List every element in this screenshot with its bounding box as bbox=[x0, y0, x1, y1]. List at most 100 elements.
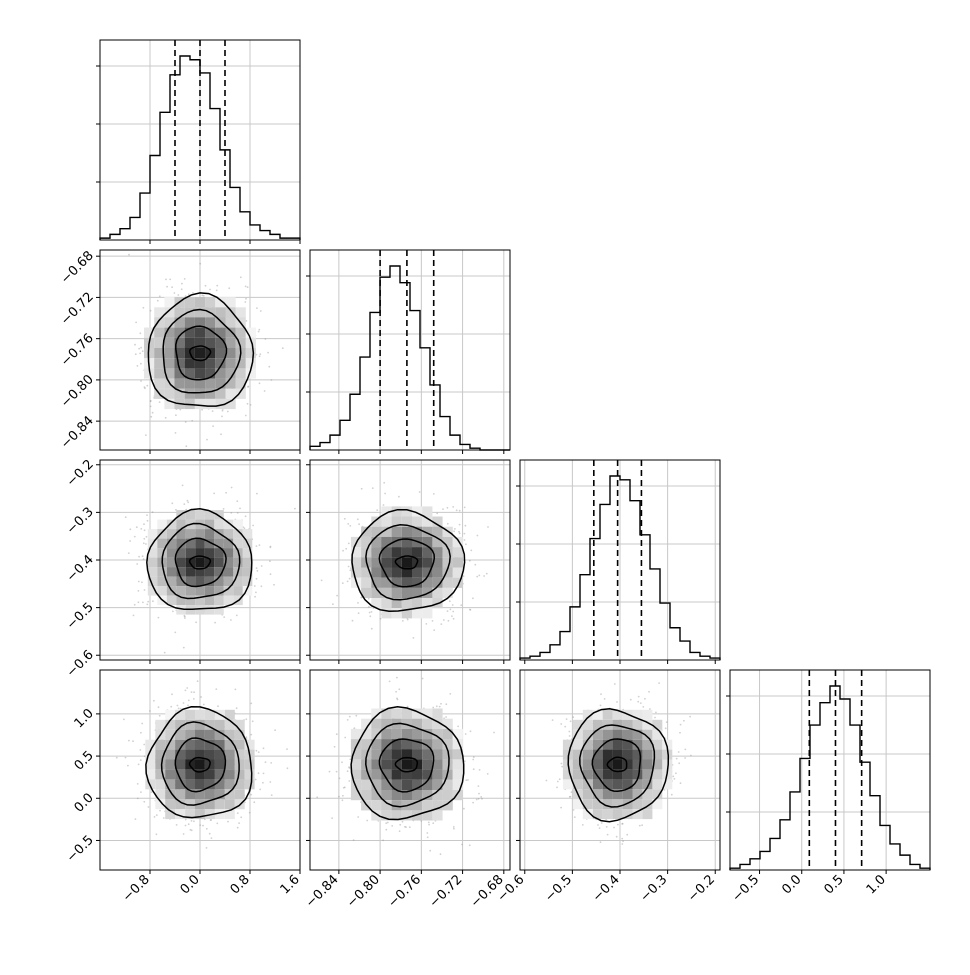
density-cell bbox=[185, 750, 195, 760]
scatter-point bbox=[380, 618, 382, 620]
density-cell bbox=[205, 379, 215, 389]
density-cell bbox=[226, 338, 236, 348]
density-cell bbox=[412, 517, 422, 527]
scatter-point bbox=[465, 733, 467, 735]
scatter-point bbox=[231, 487, 233, 489]
density-cell bbox=[186, 529, 196, 539]
scatter-point bbox=[250, 703, 252, 705]
density-cell bbox=[195, 710, 205, 720]
density-cell bbox=[148, 529, 158, 539]
density-cell bbox=[195, 529, 205, 539]
scatter-point bbox=[127, 765, 129, 767]
density-cell bbox=[215, 760, 225, 770]
density-cell bbox=[195, 605, 205, 615]
scatter-point bbox=[139, 332, 141, 334]
scatter-point bbox=[240, 816, 242, 818]
histogram-panel-2 bbox=[516, 460, 720, 664]
scatter-point bbox=[140, 732, 142, 734]
scatter-point bbox=[336, 595, 338, 597]
scatter-point bbox=[459, 524, 461, 526]
density-cell bbox=[195, 348, 205, 358]
scatter-point bbox=[216, 285, 218, 287]
scatter-point bbox=[465, 543, 467, 545]
scatter-point bbox=[138, 764, 140, 766]
histogram-step-line bbox=[310, 266, 510, 450]
density-cell bbox=[226, 317, 236, 327]
scatter-point bbox=[264, 390, 266, 392]
scatter-point bbox=[245, 718, 247, 720]
scatter-point bbox=[182, 485, 184, 487]
scatter-point bbox=[464, 507, 466, 509]
scatter-point bbox=[413, 637, 415, 639]
scatter-point bbox=[263, 747, 265, 749]
scatter-point bbox=[159, 810, 161, 812]
scatter-point bbox=[436, 705, 438, 707]
density-cell bbox=[246, 348, 256, 358]
density-cell bbox=[205, 789, 215, 799]
density-cell bbox=[195, 510, 205, 519]
scatter-point bbox=[211, 837, 213, 839]
density-cell bbox=[236, 368, 246, 378]
scatter-point bbox=[170, 706, 172, 708]
scatter-point bbox=[407, 706, 409, 708]
scatter-point bbox=[171, 502, 173, 504]
scatter-point bbox=[146, 385, 148, 387]
scatter-point bbox=[213, 493, 215, 495]
scatter-point bbox=[479, 769, 481, 771]
density-cell bbox=[443, 588, 453, 598]
scatter-point bbox=[140, 791, 142, 793]
scatter-point bbox=[250, 734, 252, 736]
density-cell bbox=[226, 358, 236, 368]
scatter-point bbox=[159, 715, 161, 717]
scatter-point bbox=[188, 700, 190, 702]
scatter-point bbox=[143, 307, 145, 309]
scatter-point bbox=[237, 812, 239, 814]
density-cell bbox=[422, 608, 432, 618]
scatter-point bbox=[203, 704, 205, 706]
scatter-point bbox=[244, 301, 246, 303]
scatter-point bbox=[151, 791, 153, 793]
scatter-point bbox=[419, 491, 421, 493]
scatter-point bbox=[209, 289, 211, 291]
scatter-point bbox=[201, 295, 203, 297]
scatter-point bbox=[404, 826, 406, 828]
scatter-point bbox=[165, 279, 167, 281]
scatter-point bbox=[185, 445, 187, 447]
scatter-point bbox=[152, 511, 154, 513]
scatter-point bbox=[353, 839, 355, 841]
density-cell bbox=[402, 588, 412, 598]
density-cell bbox=[236, 328, 246, 338]
scatter-point bbox=[347, 581, 349, 583]
scatter-point bbox=[345, 548, 347, 550]
density-cell bbox=[236, 307, 246, 317]
scatter-point bbox=[425, 623, 427, 625]
scatter-point bbox=[140, 380, 142, 382]
density-cell bbox=[185, 297, 195, 307]
scatter-point bbox=[449, 600, 451, 602]
scatter-point bbox=[253, 801, 255, 803]
scatter-point bbox=[249, 812, 251, 814]
scatter-point bbox=[429, 850, 431, 852]
scatter-point bbox=[140, 363, 142, 365]
scatter-point bbox=[486, 573, 488, 575]
scatter-point bbox=[223, 508, 225, 510]
scatter-point bbox=[439, 706, 441, 708]
scatter-point bbox=[245, 515, 247, 517]
scatter-point bbox=[191, 820, 193, 822]
scatter-point bbox=[140, 528, 142, 530]
density-cell bbox=[155, 720, 165, 730]
scatter-point bbox=[383, 482, 385, 484]
density-cell bbox=[215, 348, 225, 358]
scatter-point bbox=[336, 771, 338, 773]
density-cell bbox=[155, 760, 165, 770]
density-cell bbox=[195, 399, 205, 409]
scatter-point bbox=[199, 263, 201, 265]
density-cells bbox=[148, 510, 253, 614]
scatter-point bbox=[163, 817, 165, 819]
density-cell bbox=[186, 586, 196, 596]
scatter-point bbox=[177, 705, 179, 707]
density-cell bbox=[175, 317, 185, 327]
scatter-point bbox=[352, 620, 354, 622]
scatter-point bbox=[181, 288, 183, 290]
